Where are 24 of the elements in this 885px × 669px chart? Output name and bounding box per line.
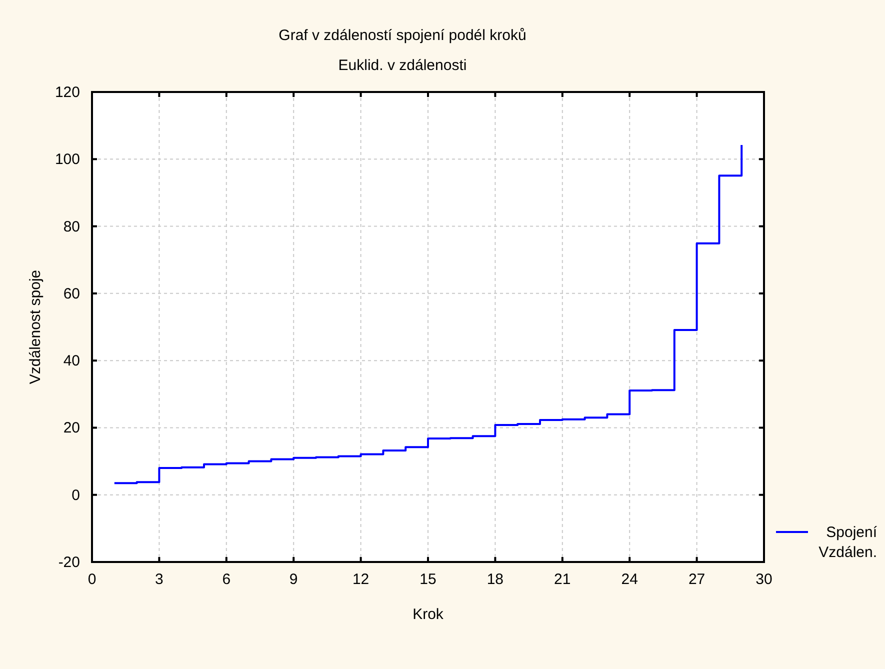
x-tick-label: 15 [420,571,436,588]
y-tick-label: 120 [54,84,80,101]
x-tick-label: 30 [756,571,772,588]
x-tick-label: 3 [155,571,164,588]
legend-label: Spojení Vzdálen. [818,524,878,561]
y-tick-label: 20 [63,420,80,437]
y-tick-label: 0 [72,486,80,504]
y-tick-label: 40 [63,352,80,370]
x-axis-title: Krok [412,606,444,623]
y-tick-label: 80 [63,218,80,236]
y-tick-label: 100 [54,151,80,168]
x-tick-label: 6 [222,571,231,588]
x-tick-label: 9 [289,571,298,588]
x-tick-label: 12 [352,571,370,588]
x-tick-label: 21 [554,571,571,588]
y-tick-label: 60 [63,285,80,302]
x-tick-label: 18 [486,571,504,588]
x-tick-label: 0 [88,571,96,588]
y-axis-title: Vzdálenost spoje [27,270,44,384]
x-tick-label: 24 [621,571,638,588]
chart-subtitle: Euklid. v zdálenosti [338,57,467,74]
x-tick-label: 27 [688,571,706,588]
y-tick-label: -20 [58,554,80,571]
chart-title: Graf v zdáleností spojení podél kroků [278,27,526,44]
